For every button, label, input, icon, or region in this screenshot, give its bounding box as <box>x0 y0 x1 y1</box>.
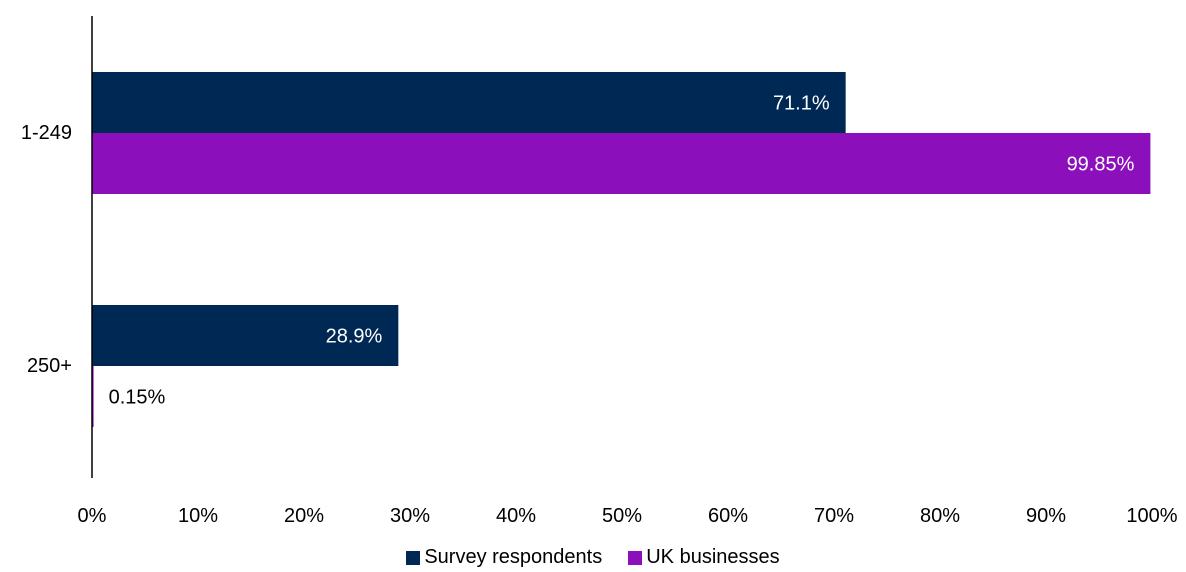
legend-label-survey: Survey respondents <box>424 546 603 568</box>
data-labels: 71.1% 99.85% 28.9% 0.15% <box>109 93 1135 409</box>
bar <box>92 366 94 427</box>
legend-swatch-survey <box>406 550 421 565</box>
bars <box>92 72 1151 427</box>
data-label: 71.1% <box>773 93 830 115</box>
legend: Survey respondents UK businesses <box>0 546 1186 569</box>
x-tick-label: 50% <box>602 505 642 527</box>
x-tick-label: 100% <box>1126 505 1177 527</box>
legend-swatch-uk <box>628 550 643 565</box>
x-tick-label: 30% <box>390 505 430 527</box>
data-label: 0.15% <box>109 387 166 409</box>
legend-label-uk: UK businesses <box>646 546 780 568</box>
category-label: 1-249 <box>21 122 72 144</box>
x-tick-label: 90% <box>1026 505 1066 527</box>
x-tick-label: 40% <box>496 505 536 527</box>
x-tick-label: 70% <box>814 505 854 527</box>
x-axis-ticks: 0% 10% 20% 30% 40% 50% 60% 70% 80% 90% 100% <box>78 505 1178 527</box>
data-label: 28.9% <box>326 326 383 348</box>
legend-item-survey: Survey respondents <box>406 546 602 569</box>
x-tick-label: 0% <box>78 505 107 527</box>
x-tick-label: 60% <box>708 505 748 527</box>
legend-item-uk: UK businesses <box>628 546 780 569</box>
x-tick-label: 20% <box>284 505 324 527</box>
x-tick-label: 80% <box>920 505 960 527</box>
data-label: 99.85% <box>1067 154 1135 176</box>
bar <box>92 72 846 133</box>
bar <box>92 305 399 366</box>
category-labels: 1-249 250+ <box>21 122 72 377</box>
bar <box>92 133 1151 194</box>
category-label: 250+ <box>27 355 72 377</box>
x-tick-label: 10% <box>178 505 218 527</box>
